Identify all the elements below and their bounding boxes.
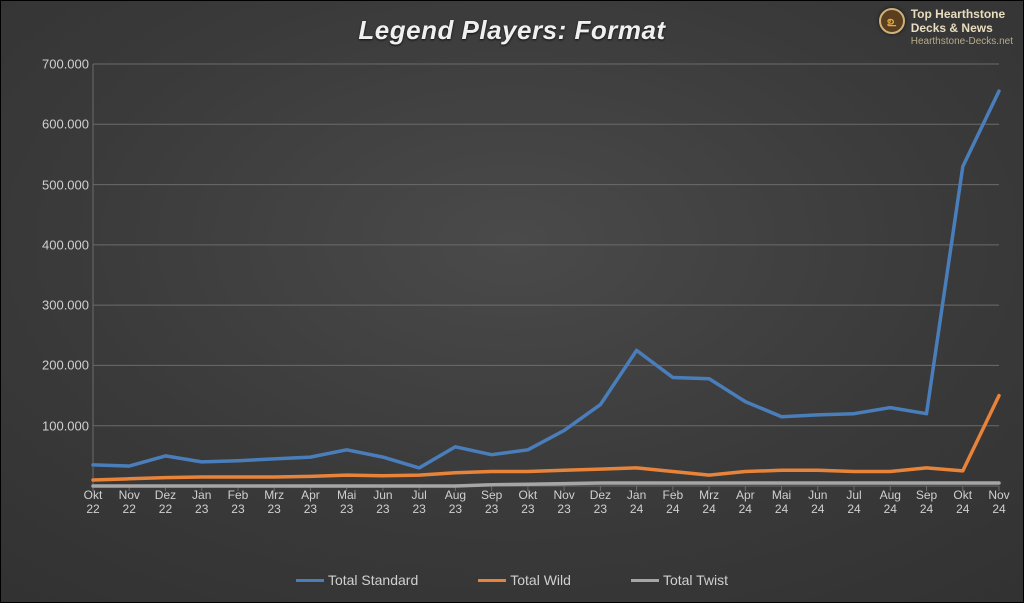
chart-title: Legend Players: Format (1, 15, 1023, 46)
x-tick-label: Jul 24 (846, 489, 861, 517)
chart-legend: Total Standard Total Wild Total Twist (1, 572, 1023, 588)
x-tick-label: Aug 24 (880, 489, 901, 517)
branding-line2: Decks & News (911, 21, 1013, 35)
branding-line3: Hearthstone-Decks.net (911, 36, 1013, 48)
x-tick-label: Aug 23 (445, 489, 466, 517)
x-tick-label: Dez 22 (155, 489, 176, 517)
y-tick-label: 700.000 (42, 57, 89, 72)
x-tick-label: Nov 22 (119, 489, 140, 517)
x-tick-label: Apr 24 (736, 489, 755, 517)
series-line (93, 396, 999, 480)
chart-container: Legend Players: Format ௨ Top Hearthstone… (0, 0, 1024, 603)
x-tick-label: Mai 23 (337, 489, 356, 517)
legend-swatch (631, 579, 659, 582)
x-tick-label: Dez 23 (590, 489, 611, 517)
branding-text: Top Hearthstone Decks & News Hearthstone… (911, 7, 1013, 48)
y-tick-label: 600.000 (42, 117, 89, 132)
x-tick-label: Jun 24 (808, 489, 827, 517)
y-tick-label: 300.000 (42, 298, 89, 313)
x-tick-label: Jun 23 (373, 489, 392, 517)
legend-label: Total Twist (663, 572, 728, 588)
x-tick-label: Feb 24 (662, 489, 683, 517)
legend-label: Total Wild (510, 572, 571, 588)
y-tick-label: 200.000 (42, 358, 89, 373)
x-tick-label: Okt 24 (953, 489, 972, 517)
x-tick-label: Nov 24 (988, 489, 1009, 517)
x-tick-label: Okt 22 (84, 489, 103, 517)
x-tick-label: Feb 23 (228, 489, 249, 517)
x-tick-label: Mai 24 (772, 489, 791, 517)
x-tick-label: Sep 24 (916, 489, 937, 517)
x-tick-label: Jan 23 (192, 489, 211, 517)
x-tick-label: Sep 23 (481, 489, 502, 517)
x-tick-label: Jan 24 (627, 489, 646, 517)
branding-line1: Top Hearthstone (911, 7, 1013, 21)
x-tick-label: Mrz 23 (264, 489, 284, 517)
legend-swatch (478, 579, 506, 582)
legend-item: Total Standard (296, 572, 418, 588)
chart-area: 100.000 200.000 300.000 400.000 500.000 600.0… (31, 56, 1001, 511)
branding-block: ௨ Top Hearthstone Decks & News Hearthsto… (879, 7, 1013, 48)
x-tick-label: Nov 23 (553, 489, 574, 517)
legend-swatch (296, 579, 324, 582)
legend-item: Total Twist (631, 572, 728, 588)
series-line (93, 91, 999, 468)
legend-label: Total Standard (328, 572, 418, 588)
x-tick-label: Jul 23 (411, 489, 426, 517)
y-tick-label: 400.000 (42, 237, 89, 252)
y-tick-label: 100.000 (42, 418, 89, 433)
y-tick-label: 500.000 (42, 177, 89, 192)
plot-svg (31, 56, 1001, 511)
x-tick-label: Okt 23 (519, 489, 538, 517)
hearthstone-logo-icon: ௨ (879, 8, 905, 34)
legend-item: Total Wild (478, 572, 571, 588)
x-tick-label: Mrz 24 (699, 489, 719, 517)
x-tick-label: Apr 23 (301, 489, 320, 517)
